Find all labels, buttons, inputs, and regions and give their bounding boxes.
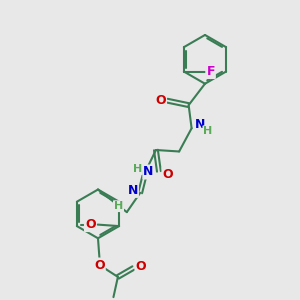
Text: H: H xyxy=(203,126,213,136)
Text: H: H xyxy=(133,164,142,174)
Text: O: O xyxy=(85,218,96,231)
Text: F: F xyxy=(206,65,215,78)
Text: H: H xyxy=(114,201,123,211)
Text: N: N xyxy=(128,184,138,197)
Text: O: O xyxy=(136,260,146,273)
Text: O: O xyxy=(163,168,173,181)
Text: N: N xyxy=(194,118,205,131)
Text: O: O xyxy=(155,94,166,107)
Text: N: N xyxy=(143,166,154,178)
Text: O: O xyxy=(94,259,105,272)
